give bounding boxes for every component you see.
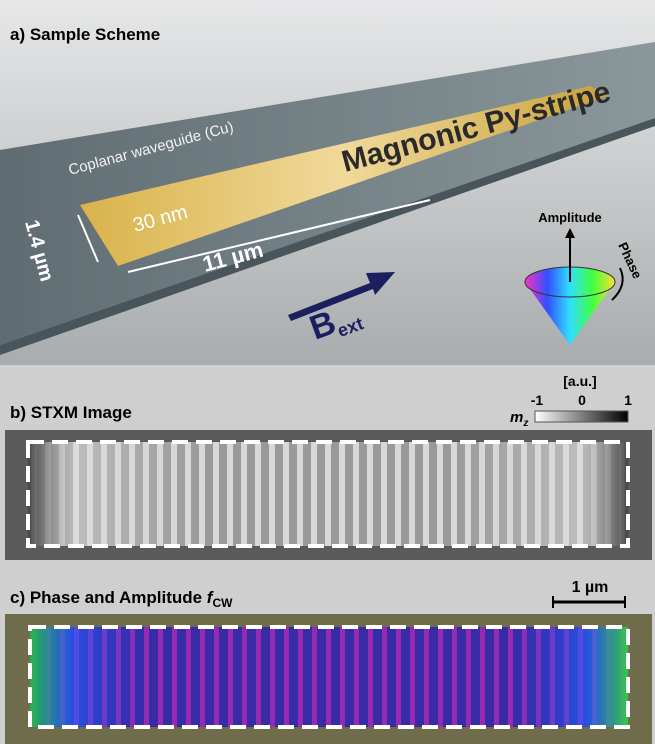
axis-symbol: m xyxy=(510,409,523,426)
label-sub: CW xyxy=(212,596,233,610)
colorbar-label: 1 xyxy=(624,392,632,408)
label-text: c) Phase and Amplitude xyxy=(10,588,207,607)
stxm-shade xyxy=(28,442,628,546)
figure: a) Sample Scheme Coplanar waveguide (Cu)… xyxy=(0,0,655,744)
scale-label: 1 µm xyxy=(572,579,609,596)
phase-shade xyxy=(30,627,628,727)
panel-label: c) Phase and Amplitude fCW xyxy=(10,588,233,610)
axis-sub: z xyxy=(522,418,528,429)
colorbar xyxy=(535,411,628,422)
unit-label: [a.u.] xyxy=(563,373,596,389)
colorbar-label: 0 xyxy=(578,392,586,408)
colorbar-label: -1 xyxy=(531,392,544,408)
panel-label: b) STXM Image xyxy=(10,403,132,422)
amplitude-label: Amplitude xyxy=(538,210,602,225)
panel-label: a) Sample Scheme xyxy=(10,25,160,44)
